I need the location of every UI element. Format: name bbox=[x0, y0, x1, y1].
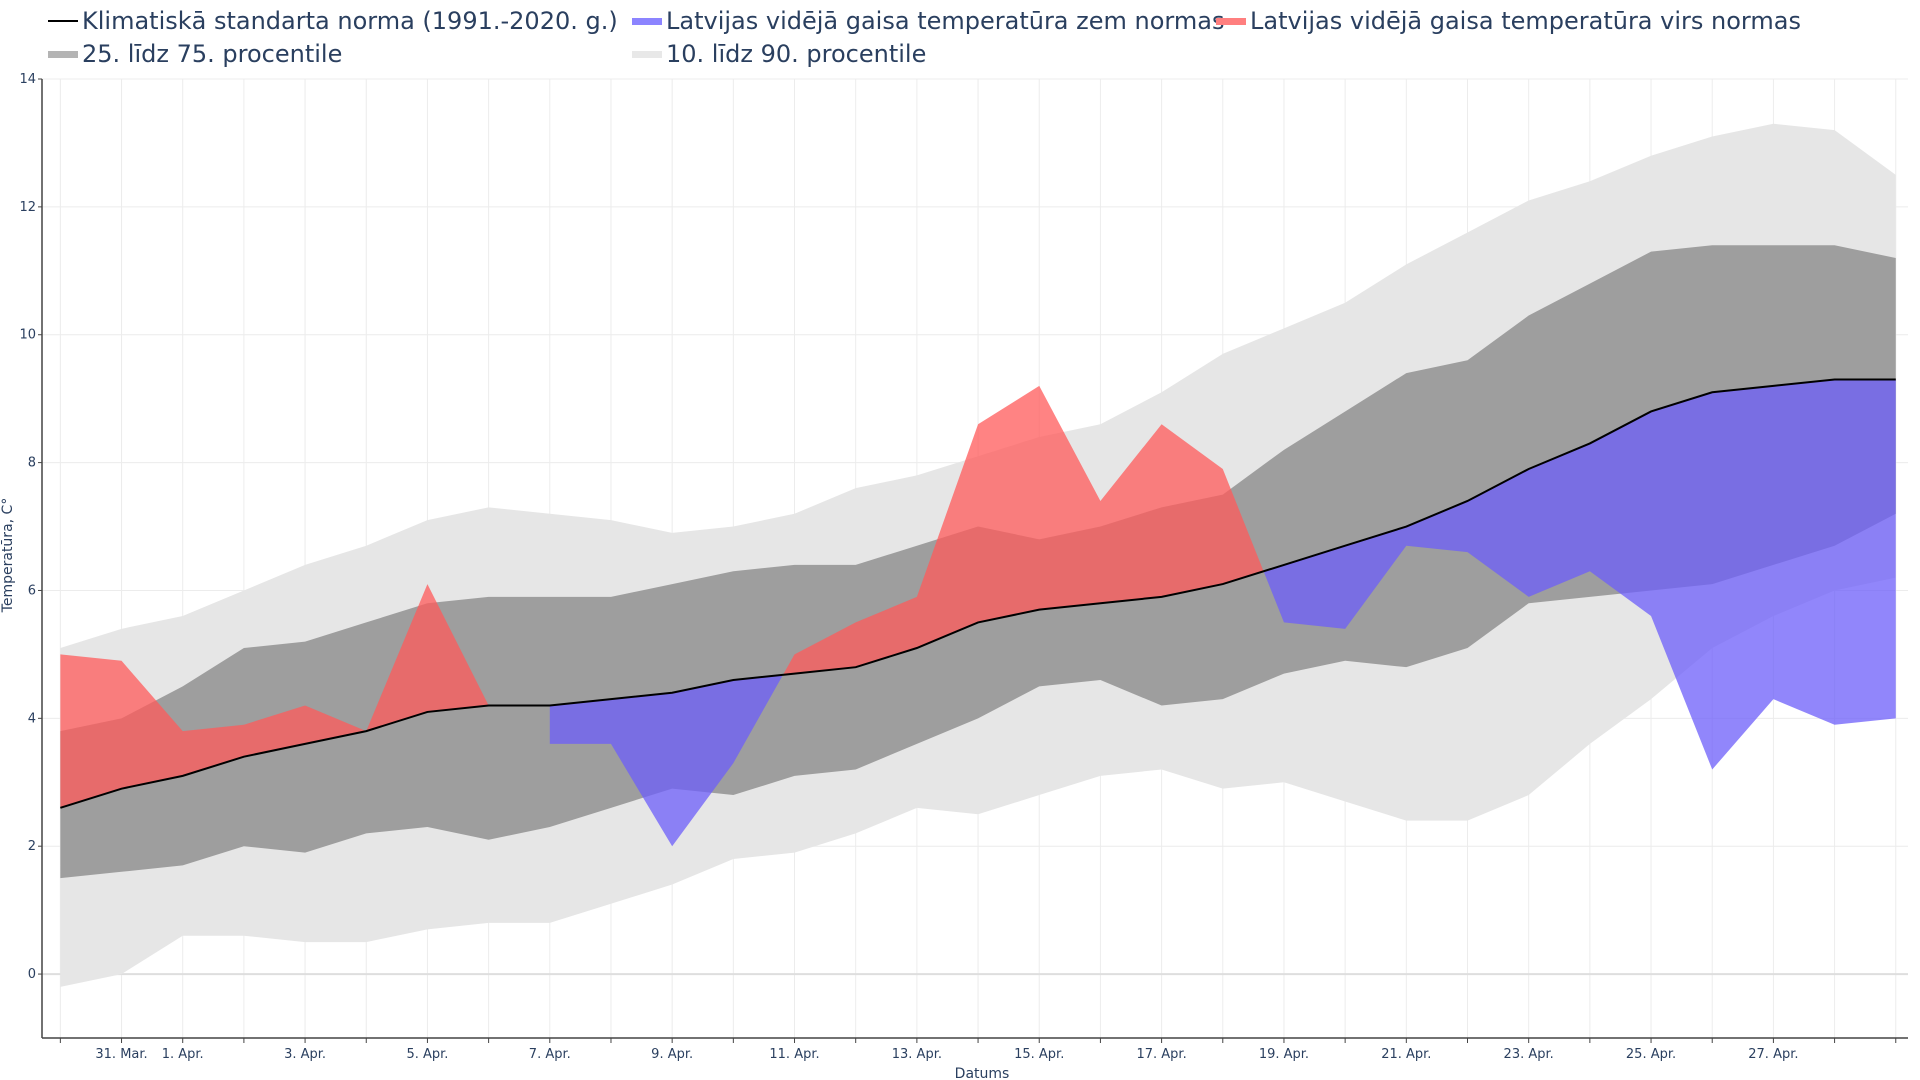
legend-item-norm[interactable]: Klimatiskā standarta norma (1991.-2020. … bbox=[48, 7, 618, 35]
y-tick-label: 10 bbox=[19, 328, 36, 343]
y-tick-label: 4 bbox=[28, 711, 36, 726]
x-tick-label: 1. Apr. bbox=[162, 1047, 204, 1062]
legend-label: Latvijas vidējā gaisa temperatūra zem no… bbox=[666, 7, 1225, 35]
x-tick-label: 11. Apr. bbox=[769, 1047, 819, 1062]
line-layer bbox=[60, 378, 1896, 809]
x-tick-label: 27. Apr. bbox=[1748, 1047, 1798, 1062]
y-tick-label: 14 bbox=[19, 72, 36, 87]
x-axis-title: Datums bbox=[955, 1066, 1010, 1080]
legend-item-below[interactable]: Latvijas vidējā gaisa temperatūra zem no… bbox=[632, 7, 1224, 35]
x-tick-label: 25. Apr. bbox=[1626, 1047, 1676, 1062]
axis-layer: 0 2 4 6 8 10 12 14 31. Mar. 1. Apr. 3. Apr. 5. Apr.… bbox=[19, 72, 1908, 1062]
legend-swatch bbox=[48, 50, 78, 58]
below-normal-area bbox=[1263, 379, 1896, 770]
legend-label: 10. līdz 90. procentile bbox=[666, 40, 927, 68]
y-tick-label: 0 bbox=[28, 967, 36, 982]
legend-item-above[interactable]: Latvijas vidējā gaisa temperatūra virs n… bbox=[1216, 7, 1801, 35]
x-tick-label: 19. Apr. bbox=[1259, 1047, 1309, 1062]
anomaly-layer bbox=[60, 379, 1896, 847]
y-tick-label: 8 bbox=[28, 456, 36, 471]
x-tick-label: 5. Apr. bbox=[406, 1047, 448, 1062]
x-tick-label: 9. Apr. bbox=[651, 1047, 693, 1062]
x-tick-label: 7. Apr. bbox=[529, 1047, 571, 1062]
legend-item-p10_90[interactable]: 10. līdz 90. procentile bbox=[632, 40, 926, 68]
x-tick-label: 21. Apr. bbox=[1381, 1047, 1431, 1062]
y-tick-label: 2 bbox=[28, 839, 36, 854]
legend-swatch bbox=[1216, 17, 1246, 25]
y-axis-title: Temperatūra, C° bbox=[0, 498, 16, 614]
above-normal-area bbox=[60, 584, 489, 808]
x-tick-label: 15. Apr. bbox=[1014, 1047, 1064, 1062]
above-normal-area bbox=[783, 385, 1264, 675]
y-tick-label: 6 bbox=[28, 583, 36, 598]
x-tick-label: 31. Mar. bbox=[95, 1047, 147, 1062]
legend-swatch bbox=[48, 20, 78, 22]
legend-swatch bbox=[632, 50, 662, 58]
legend-swatch bbox=[632, 17, 662, 25]
legend-label: Klimatiskā standarta norma (1991.-2020. … bbox=[82, 7, 618, 35]
legend: Klimatiskā standarta norma (1991.-2020. … bbox=[0, 0, 1920, 72]
x-tick-label: 23. Apr. bbox=[1504, 1047, 1554, 1062]
legend-item-p25_75[interactable]: 25. līdz 75. procentile bbox=[48, 40, 342, 68]
y-tick-label: 12 bbox=[19, 200, 36, 215]
below-normal-area bbox=[549, 674, 784, 847]
x-tick-label: 17. Apr. bbox=[1136, 1047, 1186, 1062]
legend-label: 25. līdz 75. procentile bbox=[82, 40, 343, 68]
norm-line bbox=[60, 378, 1896, 809]
x-tick-label: 13. Apr. bbox=[892, 1047, 942, 1062]
legend-label: Latvijas vidējā gaisa temperatūra virs n… bbox=[1250, 7, 1801, 35]
x-tick-label: 3. Apr. bbox=[284, 1047, 326, 1062]
